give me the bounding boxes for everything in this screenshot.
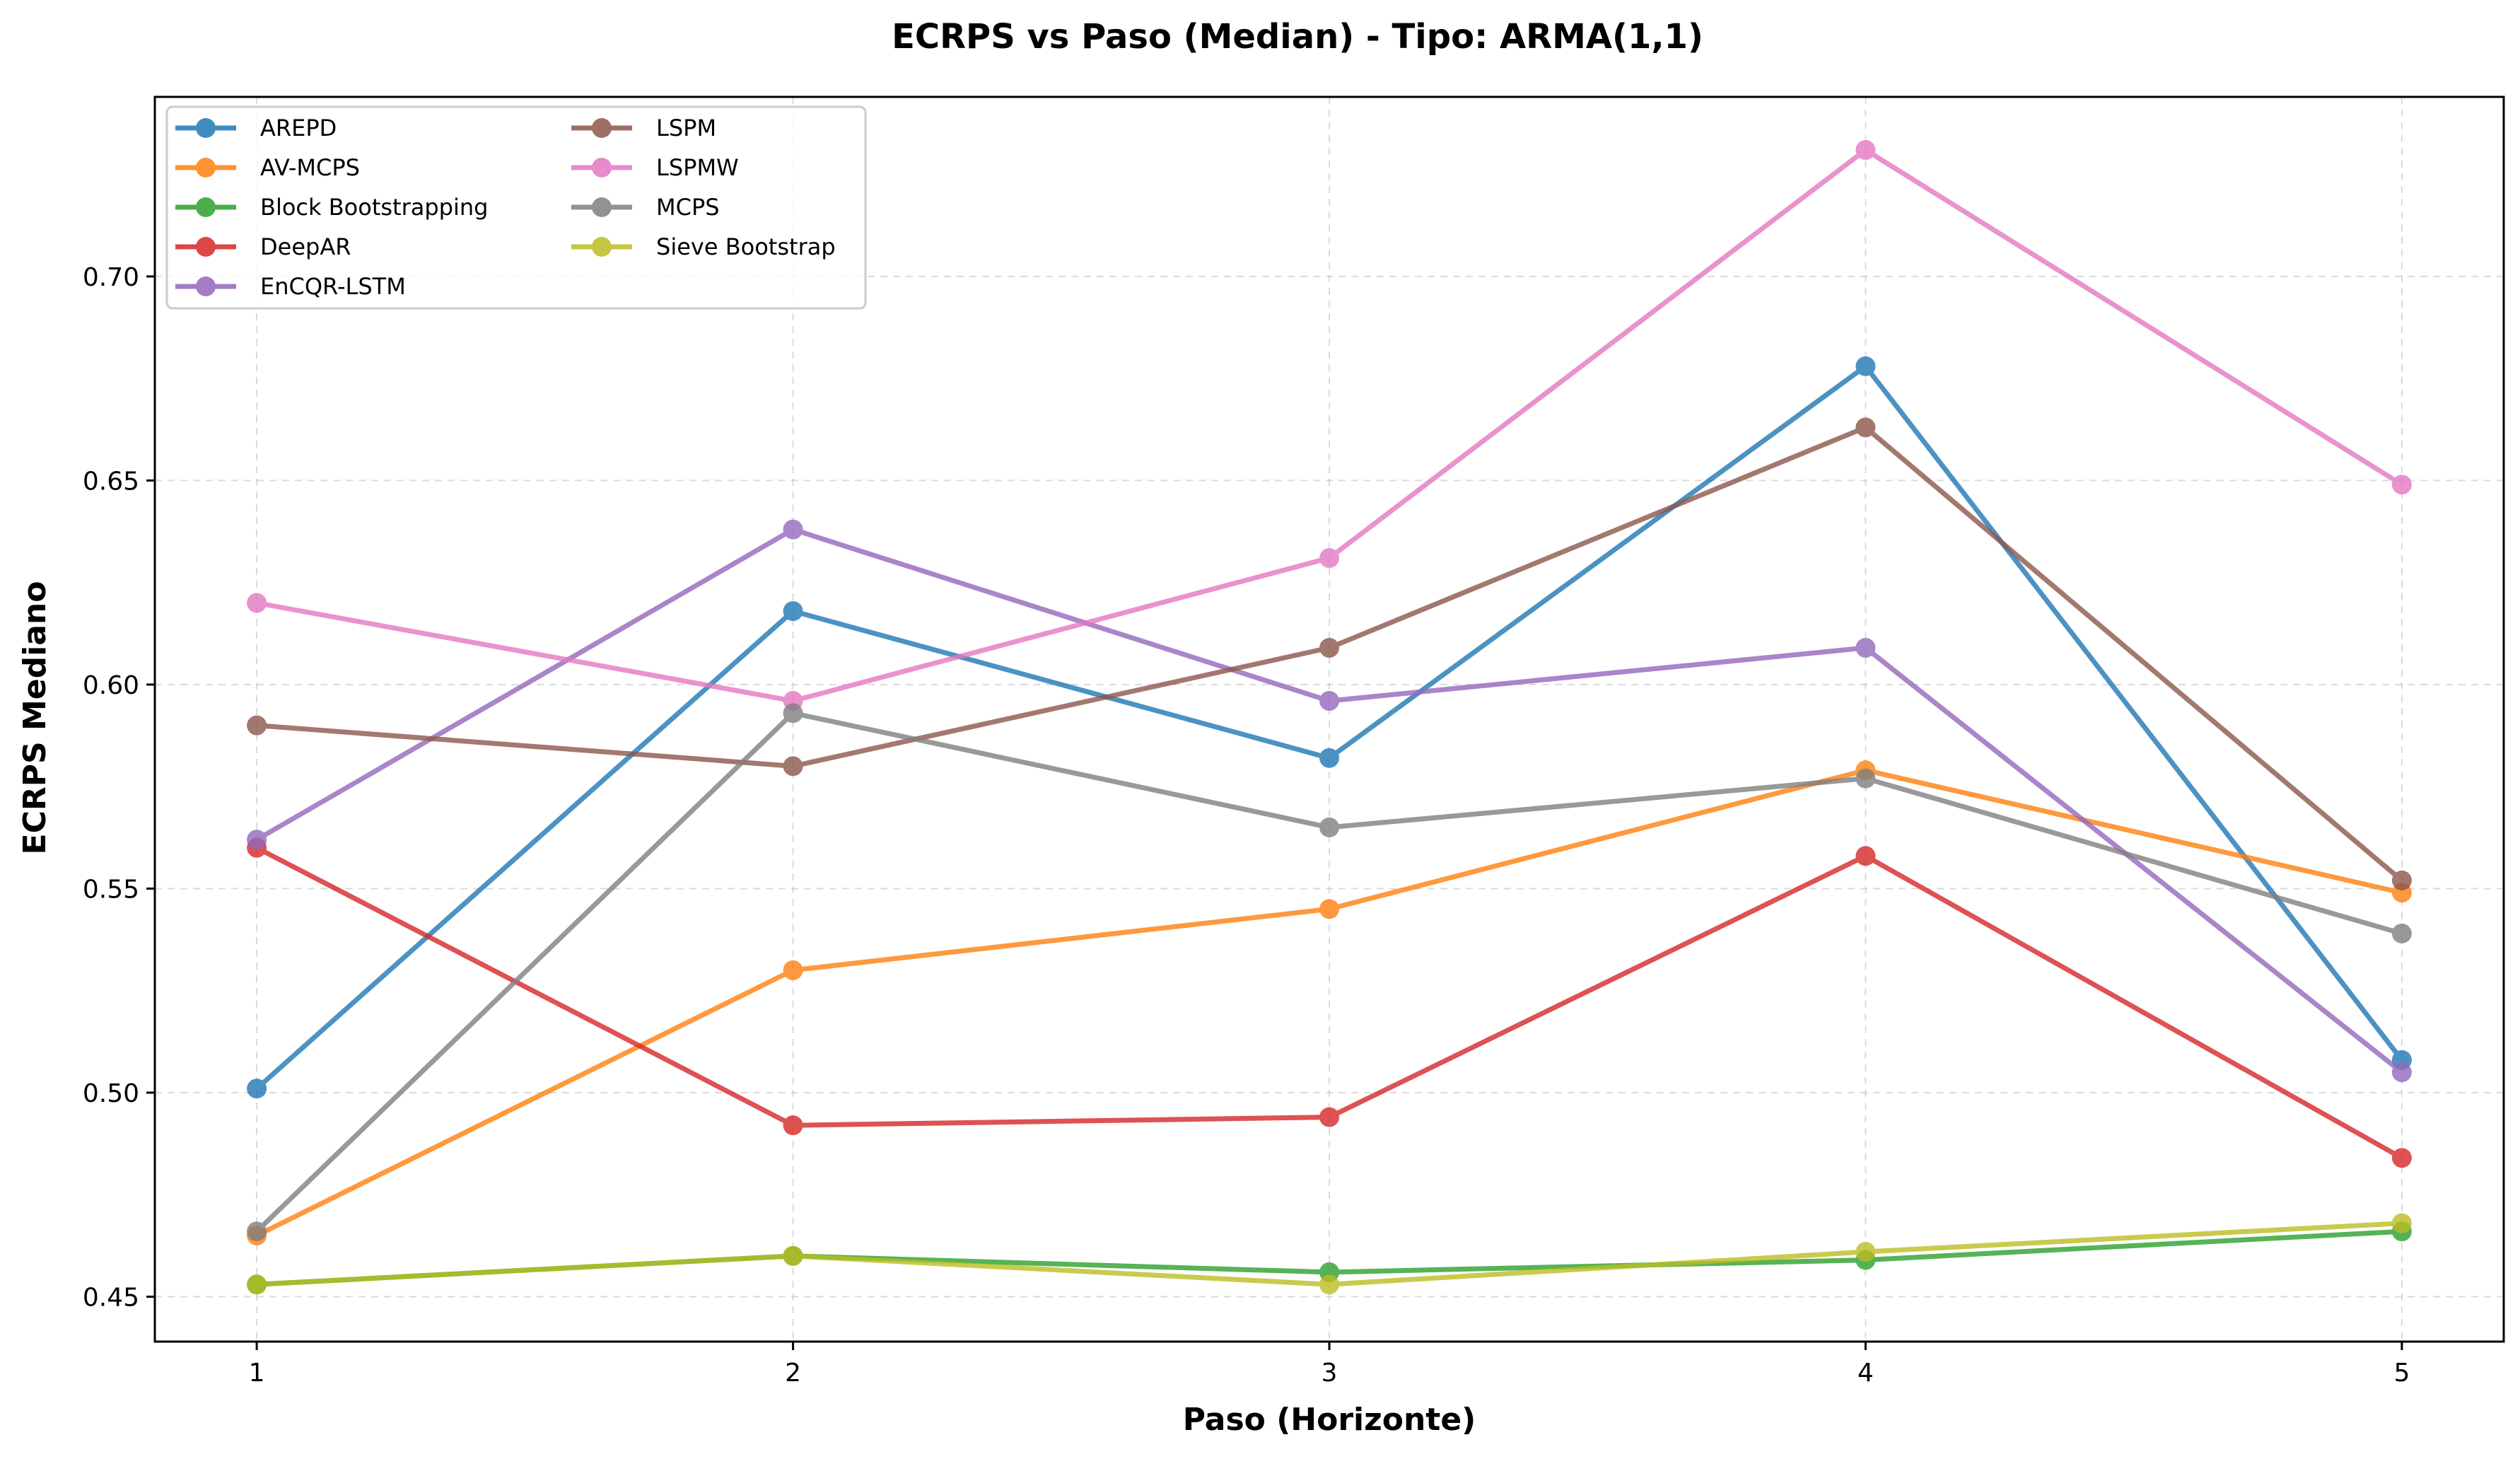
legend-marker	[592, 118, 612, 138]
chart-title: ECRPS vs Paso (Median) - Tipo: ARMA(1,1)	[892, 17, 1703, 57]
y-tick-label: 0.45	[83, 1284, 139, 1313]
x-tick-label: 3	[1322, 1359, 1338, 1388]
tick-layer: 1 2 3 4 5 0.45 0.50 0.55 0.60 0.65 0.70	[83, 263, 2410, 1388]
legend-entry	[571, 118, 632, 138]
legend-label: MCPS	[656, 194, 720, 221]
legend-entry	[175, 237, 236, 257]
data-point	[1319, 638, 1339, 658]
y-tick-label: 0.55	[83, 875, 139, 904]
series-encqr-lstm	[247, 519, 2412, 1083]
legend-marker	[592, 158, 612, 178]
data-point	[1855, 768, 1876, 789]
y-tick-label: 0.70	[83, 263, 139, 292]
legend-entry	[571, 158, 632, 178]
legend-marker	[196, 118, 216, 138]
legend-marker	[196, 158, 216, 178]
legend: AREPD AV-MCPS Block Bootstrapping DeepAR EnC…	[165, 105, 867, 310]
data-point	[247, 830, 267, 850]
legend-entry	[175, 158, 236, 178]
legend-entry	[571, 237, 632, 257]
legend-label: EnCQR-LSTM	[260, 273, 406, 300]
data-point	[783, 1115, 803, 1136]
legend-label: AV-MCPS	[260, 154, 360, 181]
x-tick-label: 4	[1857, 1359, 1874, 1388]
series-sieve-bootstrap	[247, 1213, 2412, 1295]
y-axis-label: ECRPS Mediano	[17, 581, 53, 855]
data-point	[1319, 1107, 1339, 1127]
data-point	[247, 593, 267, 613]
data-point	[2391, 475, 2412, 495]
x-tick-label: 1	[249, 1359, 265, 1388]
y-tick-label: 0.50	[83, 1079, 139, 1108]
data-point	[783, 960, 803, 980]
series-lspm	[247, 417, 2412, 890]
legend-box	[165, 105, 867, 310]
data-point	[1319, 691, 1339, 711]
series-mcps	[247, 703, 2412, 1242]
data-point	[1319, 548, 1339, 569]
data-point	[2391, 1148, 2412, 1168]
data-point	[2391, 923, 2412, 943]
legend-label: Sieve Bootstrap	[656, 233, 836, 260]
legend-marker	[196, 237, 216, 257]
legend-marker	[196, 277, 216, 296]
legend-label: AREPD	[260, 115, 337, 141]
data-point	[1319, 817, 1339, 837]
legend-label: Block Bootstrapping	[260, 194, 488, 221]
legend-label: LSPM	[656, 115, 716, 141]
data-point	[247, 1079, 267, 1099]
data-point	[247, 1274, 267, 1295]
data-point	[1319, 1274, 1339, 1295]
legend-marker	[592, 237, 612, 257]
legend-entry	[571, 197, 632, 217]
data-point	[1855, 638, 1876, 658]
series-layer	[247, 140, 2412, 1295]
data-point	[783, 703, 803, 723]
data-point	[783, 601, 803, 622]
x-tick-label: 2	[785, 1359, 801, 1388]
legend-entry	[175, 277, 236, 296]
legend-entry	[175, 197, 236, 217]
legend-marker	[592, 197, 612, 217]
data-point	[1319, 748, 1339, 768]
data-point	[783, 1245, 803, 1266]
data-point	[783, 756, 803, 777]
data-point	[247, 715, 267, 736]
x-axis-label: Paso (Horizonte)	[1183, 1402, 1476, 1438]
legend-marker	[196, 197, 216, 217]
legend-label: LSPMW	[656, 154, 739, 181]
legend-label: DeepAR	[260, 233, 351, 260]
data-point	[1855, 140, 1876, 161]
data-point	[1855, 1242, 1876, 1262]
data-point	[1855, 846, 1876, 866]
data-point	[1855, 356, 1876, 376]
data-point	[1319, 899, 1339, 919]
data-point	[783, 519, 803, 540]
y-tick-label: 0.60	[83, 671, 139, 700]
data-point	[2391, 870, 2412, 890]
legend-entry	[175, 118, 236, 138]
data-point	[1855, 417, 1876, 438]
y-tick-label: 0.65	[83, 467, 139, 496]
data-point	[2391, 1213, 2412, 1233]
x-tick-label: 5	[2393, 1359, 2410, 1388]
data-point	[2391, 1062, 2412, 1083]
data-point	[247, 1221, 267, 1242]
